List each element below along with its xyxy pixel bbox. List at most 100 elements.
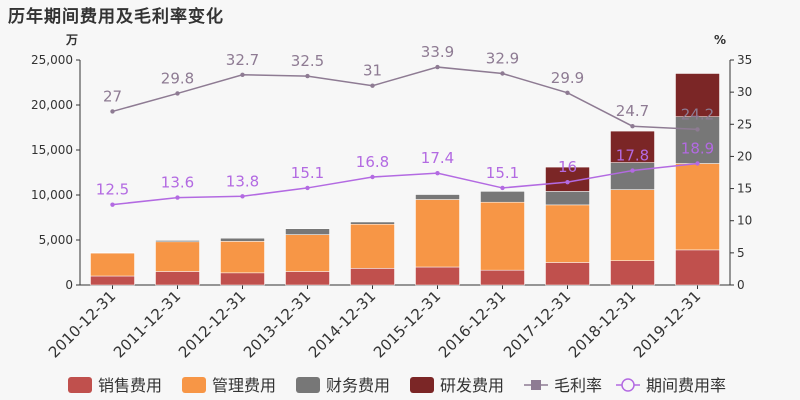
bar-segment xyxy=(415,194,460,200)
line-point xyxy=(175,195,180,200)
legend-label: 毛利率 xyxy=(554,376,602,395)
legend-label: 管理费用 xyxy=(212,376,276,395)
bar-segment xyxy=(90,275,135,286)
line-point xyxy=(305,73,310,79)
line-point xyxy=(110,202,115,207)
bar-segment xyxy=(350,268,395,286)
bar-segment xyxy=(220,272,265,286)
bar-segment xyxy=(350,221,395,225)
bar-segment xyxy=(220,241,265,274)
line-point xyxy=(110,109,115,114)
x-tick-label: 2017-12-31 xyxy=(500,287,574,361)
bar-segment xyxy=(415,199,460,268)
bar-segment xyxy=(285,271,330,286)
data-label: 29.9 xyxy=(551,69,584,87)
y-right-tick-label: 5 xyxy=(737,246,745,260)
bar-segment xyxy=(155,241,200,272)
legend-label: 销售费用 xyxy=(98,376,162,395)
bar-segment xyxy=(610,130,655,163)
legend-swatch xyxy=(182,377,206,393)
data-label: 24.2 xyxy=(681,105,714,123)
y-right-tick-label: 20 xyxy=(737,149,752,163)
y-right-tick-label: 35 xyxy=(737,53,752,67)
y-right-tick-label: 0 xyxy=(737,278,745,292)
y-left-unit: 万 xyxy=(65,33,78,47)
line-point xyxy=(630,124,635,129)
data-label: 16 xyxy=(558,158,577,176)
x-tick-label: 2016-12-31 xyxy=(435,287,509,361)
legend-label: 期间费用率 xyxy=(646,376,726,395)
x-tick-label: 2018-12-31 xyxy=(565,287,639,361)
data-label: 12.5 xyxy=(96,181,129,199)
legend-swatch xyxy=(296,377,320,393)
line-point xyxy=(630,168,635,173)
data-label: 29.8 xyxy=(161,69,194,87)
bar-segment xyxy=(675,249,720,286)
x-tick-label: 2019-12-31 xyxy=(630,287,704,361)
data-label: 15.1 xyxy=(486,164,519,182)
line-point xyxy=(435,170,440,176)
x-tick-label: 2015-12-31 xyxy=(370,287,444,361)
bar-segment xyxy=(610,260,655,286)
bar-segment xyxy=(545,262,590,286)
lines-layer xyxy=(110,64,700,207)
x-tick-label: 2013-12-31 xyxy=(240,287,314,361)
legend-swatch xyxy=(68,377,92,393)
data-label: 33.9 xyxy=(421,43,454,61)
x-tick-label: 2011-12-31 xyxy=(110,287,184,361)
bar-segment xyxy=(415,266,460,286)
line-point xyxy=(500,71,505,76)
legend: 销售费用 管理费用 财务费用 研发费用 毛利率 期间费用率 xyxy=(68,376,726,395)
labels-layer: 27 29.8 32.7 32.5 31 33.9 32.9 29.9 24.7 24.2 12.5… xyxy=(96,43,714,199)
line-point xyxy=(565,90,570,95)
bar-segment xyxy=(90,252,135,277)
bar-segment xyxy=(545,204,590,263)
bar-segment xyxy=(480,191,525,203)
y-left-tick-label: 25,000 xyxy=(31,53,73,67)
data-label: 24.7 xyxy=(616,102,649,120)
data-label: 16.8 xyxy=(356,153,389,171)
line-point xyxy=(370,83,375,88)
line-point xyxy=(435,64,440,70)
legend-swatch xyxy=(410,377,434,393)
y-right-tick-label: 30 xyxy=(737,85,752,99)
line-point xyxy=(695,127,700,132)
legend-label: 财务费用 xyxy=(326,376,390,395)
bar-segment xyxy=(285,234,330,272)
line-point xyxy=(565,179,570,185)
data-label: 17.4 xyxy=(421,149,454,167)
bar-segment xyxy=(285,228,330,235)
bar-segment xyxy=(675,163,720,251)
data-label: 15.1 xyxy=(291,164,324,182)
bar-segment xyxy=(610,189,655,261)
y-left-tick-label: 0 xyxy=(65,278,73,292)
bar-segment xyxy=(545,191,590,206)
legend-marker xyxy=(621,378,635,392)
y-left-tick-label: 15,000 xyxy=(31,143,73,157)
y-right-unit: % xyxy=(714,33,726,47)
bar-segment xyxy=(155,240,200,243)
x-tick-label: 2014-12-31 xyxy=(305,287,379,361)
legend-label: 研发费用 xyxy=(440,376,504,395)
data-label: 27 xyxy=(103,87,122,105)
line-point xyxy=(370,174,375,180)
y-right-tick-label: 10 xyxy=(737,214,752,228)
line-point xyxy=(240,194,245,199)
bar-segment xyxy=(220,237,265,242)
data-label: 13.6 xyxy=(161,174,194,192)
bar-segment xyxy=(610,162,655,190)
y-right-tick-label: 15 xyxy=(737,182,752,196)
data-label: 32.7 xyxy=(226,51,259,69)
data-label: 17.8 xyxy=(616,147,649,165)
data-label: 13.8 xyxy=(226,172,259,190)
line-series xyxy=(112,162,698,206)
y-left-tick-label: 5,000 xyxy=(39,233,73,247)
data-label: 18.9 xyxy=(681,140,714,158)
y-left-tick-label: 10,000 xyxy=(31,188,73,202)
line-point xyxy=(695,161,700,166)
x-tick-label: 2010-12-31 xyxy=(45,287,119,361)
bar-segment xyxy=(675,73,720,117)
chart-title: 历年期间费用及毛利率变化 xyxy=(8,7,224,27)
data-label: 32.5 xyxy=(291,52,324,70)
